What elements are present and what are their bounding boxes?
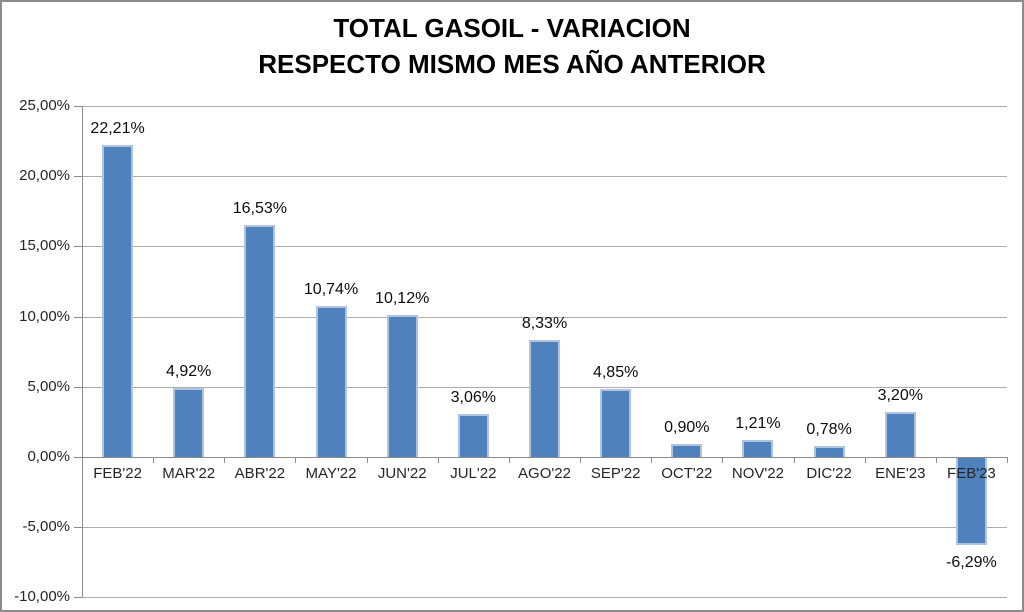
chart-title-line2: RESPECTO MISMO MES AÑO ANTERIOR: [258, 49, 766, 79]
x-axis-tick: [864, 457, 866, 463]
x-axis-label: MAY'22: [305, 465, 357, 482]
y-axis-tick: [74, 176, 82, 178]
bar: [671, 444, 703, 457]
x-axis-label: AGO'22: [518, 465, 571, 482]
y-axis-label: -10,00%: [14, 588, 70, 606]
chart-title-line1: TOTAL GASOIL - VARIACION: [333, 13, 691, 43]
y-axis-label: 25,00%: [19, 97, 70, 114]
x-axis-tick: [580, 457, 582, 463]
data-label: 1,21%: [735, 415, 781, 432]
bar: [600, 388, 632, 457]
data-label: 0,90%: [664, 419, 710, 437]
y-axis-label: 20,00%: [19, 167, 70, 185]
y-axis-tick: [74, 106, 82, 107]
bar: [386, 314, 418, 457]
x-axis-label: MAR'22: [162, 465, 216, 482]
data-label: 0,78%: [806, 421, 852, 439]
x-axis-label: JUN'22: [377, 465, 427, 482]
x-axis-tick: [224, 457, 226, 463]
data-label: 3,06%: [450, 389, 497, 407]
gridline: [82, 527, 1007, 529]
x-axis-tick: [437, 457, 439, 463]
data-label: 4,92%: [166, 362, 212, 380]
bar: [955, 457, 987, 546]
data-label: 10,12%: [375, 289, 430, 307]
bar: [457, 414, 489, 457]
gridline: [82, 106, 1007, 107]
x-axis-label: DIC'22: [806, 465, 852, 482]
bar: [102, 145, 134, 457]
x-axis-tick: [722, 457, 724, 463]
y-axis-tick: [74, 386, 82, 388]
data-label: 22,21%: [90, 120, 145, 138]
x-axis-tick: [1007, 457, 1008, 463]
data-label: 8,33%: [521, 315, 568, 333]
gridline: [82, 176, 1007, 178]
y-axis-line: [82, 106, 83, 598]
y-axis-tick: [74, 457, 82, 458]
x-axis-line: [82, 457, 1007, 458]
data-label: 3,20%: [877, 387, 923, 405]
chart-title: TOTAL GASOIL - VARIACION RESPECTO MISMO …: [2, 10, 1022, 82]
y-axis-tick: [74, 597, 82, 599]
data-label: 10,74%: [303, 281, 359, 299]
x-axis-tick: [793, 457, 795, 463]
x-axis-label: ENE'23: [875, 465, 926, 482]
x-axis-tick: [295, 457, 297, 463]
bar: [244, 224, 276, 457]
x-axis-label: OCT'22: [661, 465, 713, 482]
x-axis-tick: [651, 457, 653, 463]
bar: [173, 387, 205, 457]
x-axis-label: JUL'22: [450, 465, 497, 482]
gridline: [82, 246, 1007, 248]
bar: [884, 412, 916, 457]
y-axis-tick: [74, 246, 82, 248]
gridline: [82, 597, 1007, 599]
x-axis-tick: [935, 457, 937, 463]
bar: [813, 446, 845, 457]
y-axis-label: 0,00%: [27, 448, 70, 465]
x-axis-label: FEB'22: [93, 465, 142, 482]
bar: [529, 340, 560, 457]
y-axis-label: 10,00%: [19, 307, 70, 325]
y-axis-label: 5,00%: [27, 377, 70, 395]
x-axis-tick: [508, 457, 510, 463]
gridline: [82, 316, 1007, 318]
y-axis-label: -5,00%: [22, 518, 70, 536]
y-axis-tick: [74, 527, 82, 529]
bar: [315, 306, 347, 457]
x-axis-label: NOV'22: [731, 465, 784, 482]
x-axis-tick: [153, 457, 155, 463]
data-label: 4,85%: [592, 363, 639, 381]
data-label: 16,53%: [232, 199, 288, 217]
x-axis-label: SEP'22: [590, 465, 641, 482]
x-axis-tick: [366, 457, 368, 463]
bar: [742, 440, 774, 457]
y-axis-tick: [74, 316, 82, 318]
data-label: -6,29%: [946, 554, 997, 572]
x-axis-label: FEB'23: [947, 465, 996, 482]
x-axis-label: ABR'22: [234, 465, 286, 482]
x-axis-tick: [82, 457, 83, 463]
y-axis-label: 15,00%: [19, 237, 70, 255]
